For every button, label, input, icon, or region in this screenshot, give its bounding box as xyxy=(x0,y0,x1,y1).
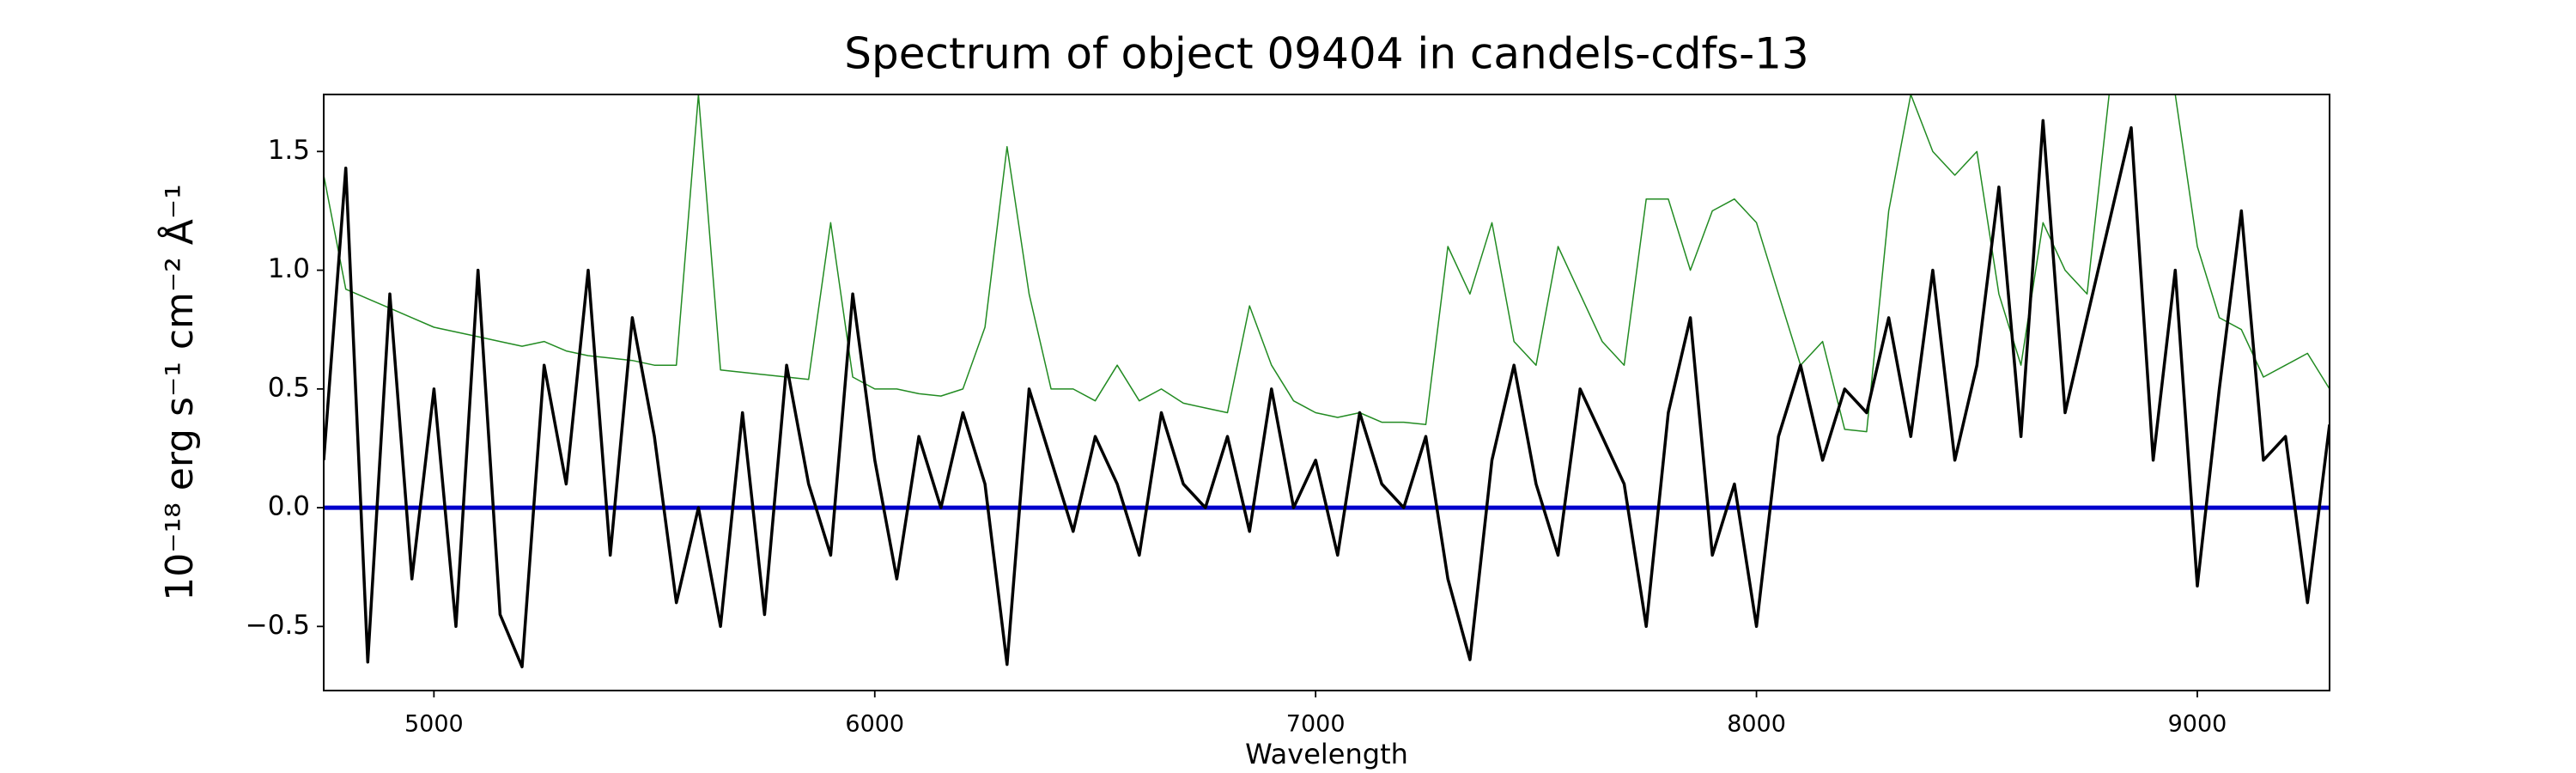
plot-area xyxy=(324,94,2330,669)
spectrum-line xyxy=(324,94,2330,433)
y-tick-label: 0.5 xyxy=(268,372,310,403)
x-tick-label: 6000 xyxy=(845,711,904,738)
plot-frame xyxy=(323,94,2330,691)
x-tick-label: 7000 xyxy=(1286,711,1346,738)
x-axis-label: Wavelength xyxy=(1245,738,1408,770)
x-tick-label: 5000 xyxy=(404,711,464,738)
x-tick-label: 9000 xyxy=(2168,711,2227,738)
y-axis-label: 10⁻¹⁸ erg s⁻¹ cm⁻² Å⁻¹ xyxy=(156,184,202,600)
y-tick-label: −0.5 xyxy=(246,610,310,641)
chart-title: Spectrum of object 09404 in candels-cdfs… xyxy=(844,29,1809,79)
y-tick-label: 0.0 xyxy=(268,491,310,522)
y-tick-label: 1.5 xyxy=(268,135,310,166)
y-tick-label: 1.0 xyxy=(268,253,310,284)
spectrum-line xyxy=(324,119,2330,669)
x-tick-label: 8000 xyxy=(1727,711,1786,738)
